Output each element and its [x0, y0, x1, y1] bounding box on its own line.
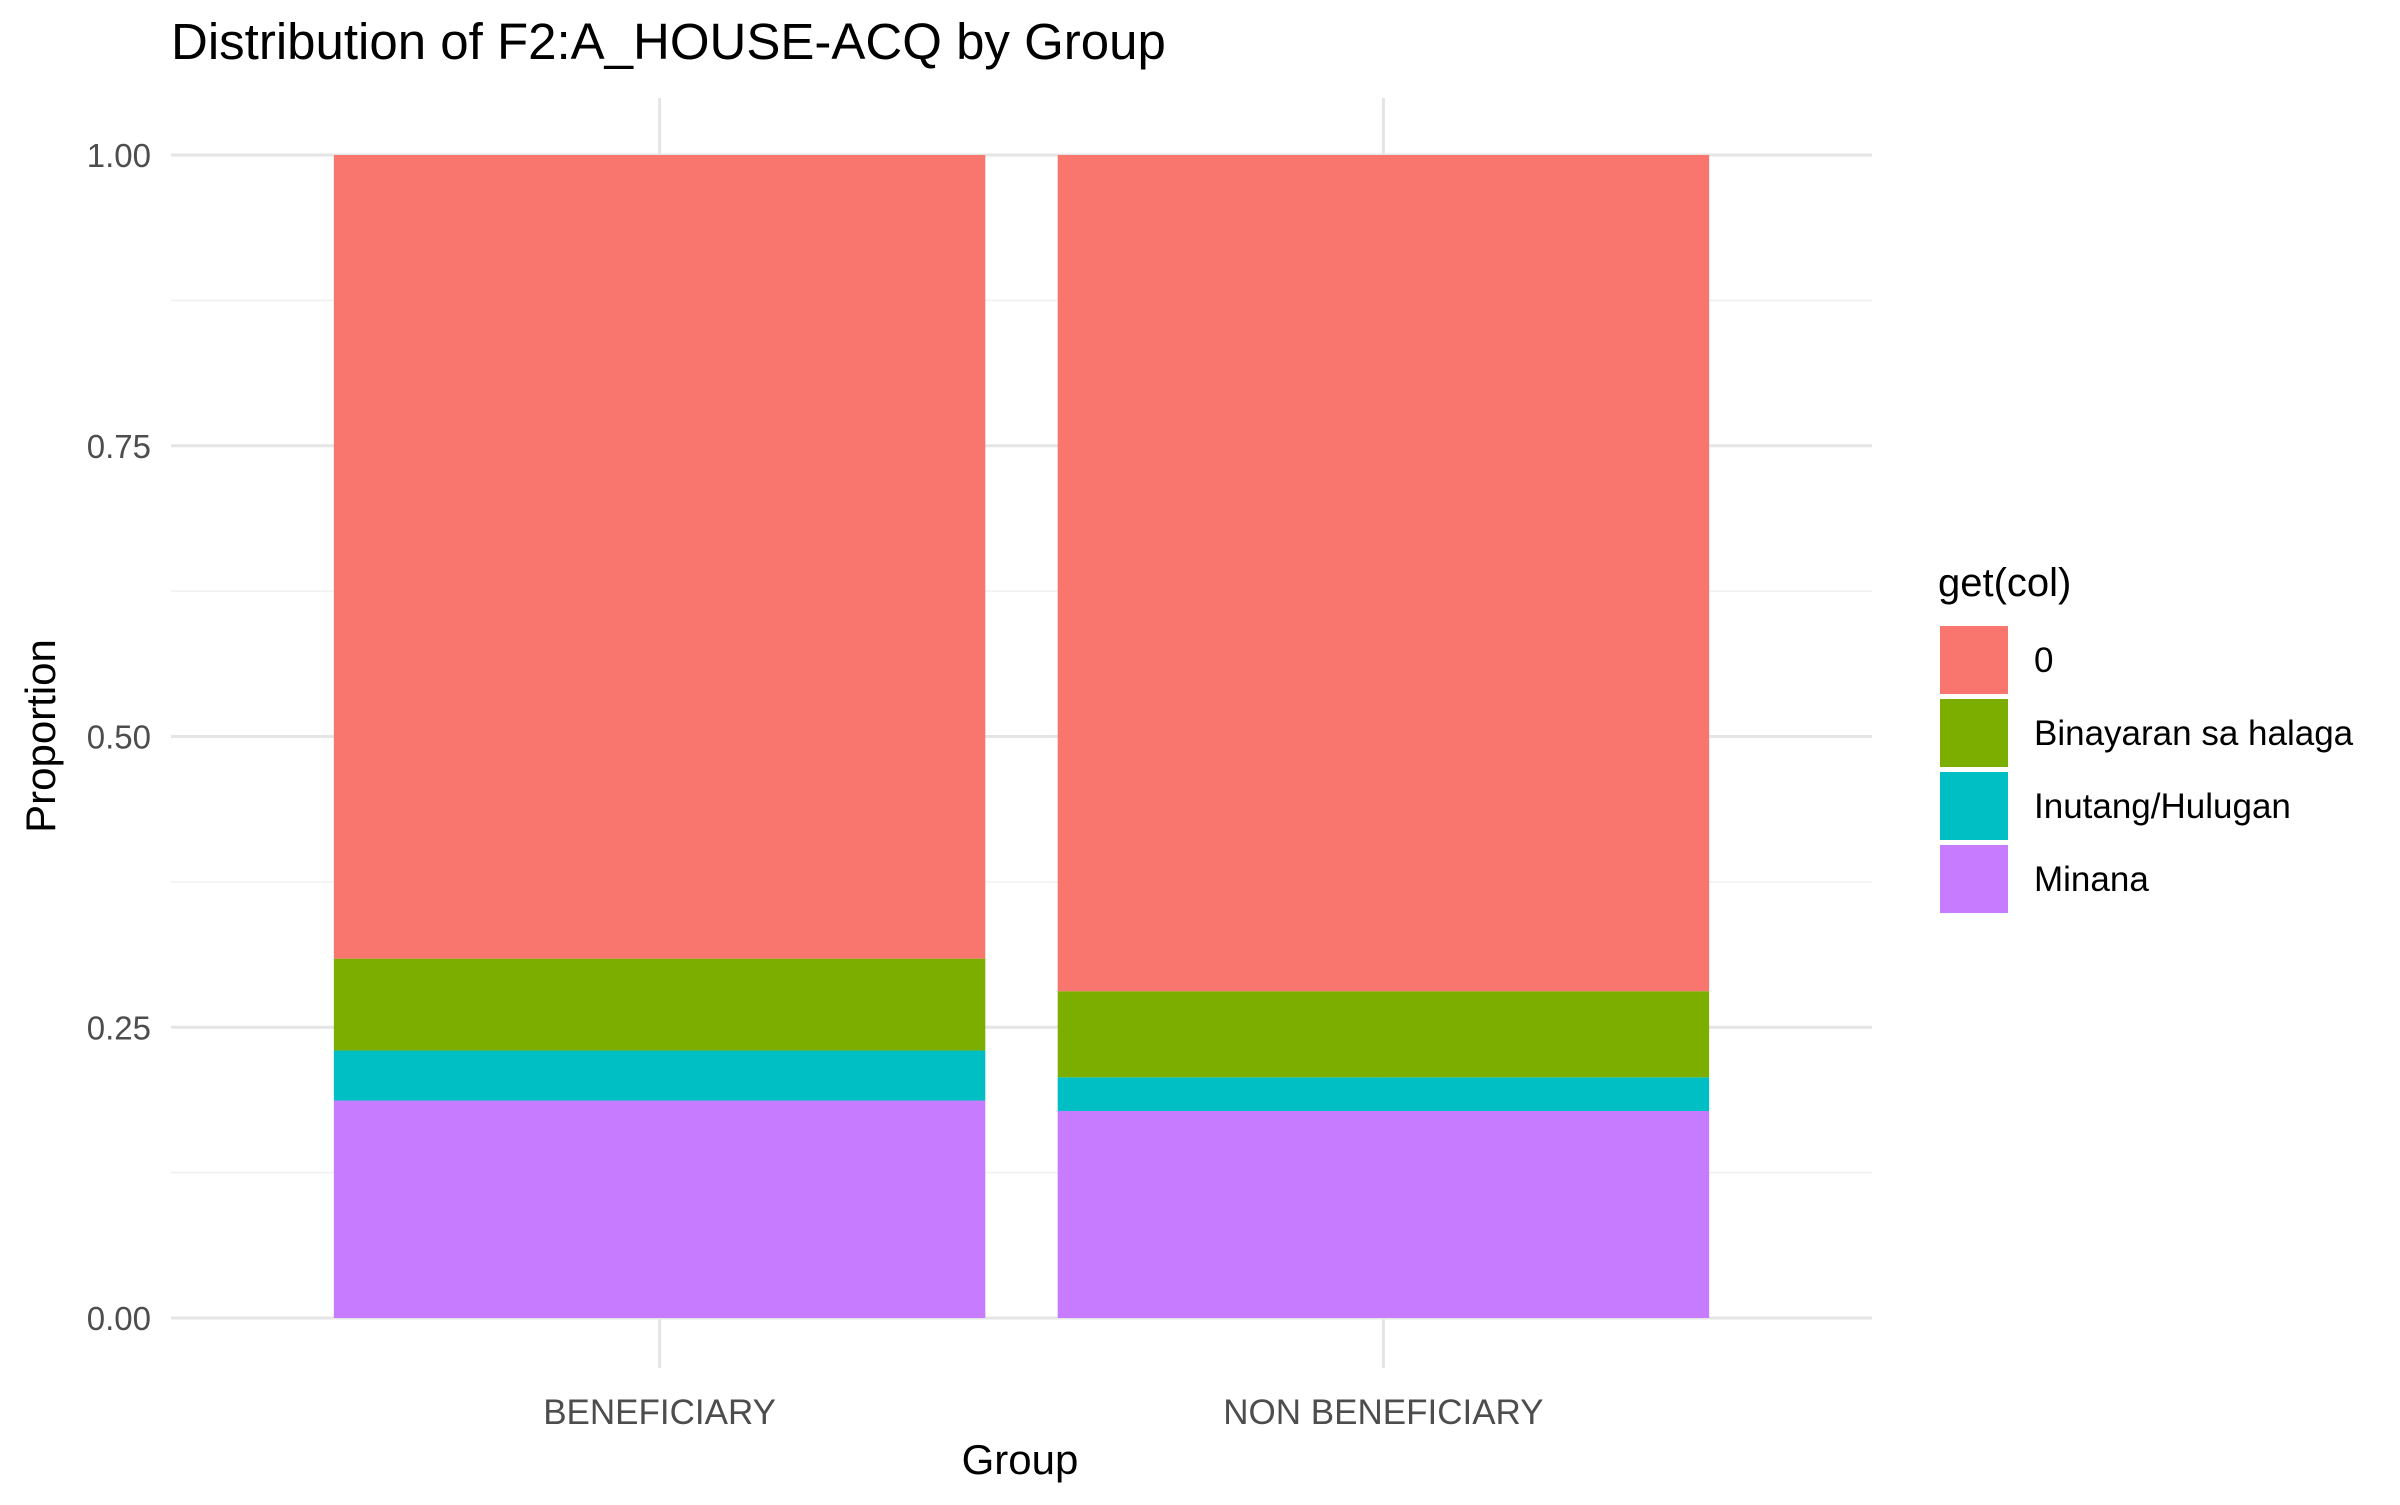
- bar-segment: [1057, 155, 1710, 992]
- bar-segment: [333, 1050, 986, 1101]
- x-axis-title: Group: [962, 1436, 1079, 1483]
- bar-segment: [333, 958, 986, 1051]
- x-tick-label: NON BENEFICIARY: [1223, 1393, 1543, 1432]
- legend-items: 0 Binayaran sa halaga Inutang/Hulugan Minan…: [1940, 626, 2354, 913]
- legend-swatch: [1940, 845, 2008, 913]
- y-tick-label: 1.00: [87, 137, 151, 174]
- legend-swatch: [1940, 626, 2008, 694]
- bar-segment: [1057, 1110, 1710, 1318]
- legend-label: 0: [2034, 641, 2053, 680]
- bars: [333, 155, 1710, 1318]
- y-tick-label: 0.00: [87, 1300, 151, 1337]
- legend-label: Binayaran sa halaga: [2034, 714, 2354, 753]
- legend-label: Inutang/Hulugan: [2034, 787, 2291, 826]
- bar-segment: [333, 155, 986, 959]
- x-tick-label: BENEFICIARY: [543, 1393, 776, 1432]
- y-axis-title: Proportion: [17, 639, 64, 833]
- bar-segment: [333, 1100, 986, 1318]
- chart-title: Distribution of F2:A_HOUSE-ACQ by Group: [171, 13, 1166, 70]
- legend-swatch: [1940, 772, 2008, 840]
- bar-segment: [1057, 991, 1710, 1078]
- legend: get(col) 0 Binayaran sa halaga Inutang/Hul…: [1938, 561, 2354, 913]
- legend-label: Minana: [2034, 860, 2149, 899]
- y-axis-ticks: 0.00 0.25 0.50 0.75 1.00: [87, 137, 151, 1337]
- y-tick-label: 0.75: [87, 428, 151, 465]
- y-tick-label: 0.25: [87, 1009, 151, 1046]
- x-axis-ticks: BENEFICIARY NON BENEFICIARY: [543, 1393, 1543, 1432]
- bar-segment: [1057, 1077, 1710, 1111]
- y-tick-label: 0.50: [87, 719, 151, 756]
- legend-swatch: [1940, 699, 2008, 767]
- legend-title: get(col): [1938, 561, 2071, 605]
